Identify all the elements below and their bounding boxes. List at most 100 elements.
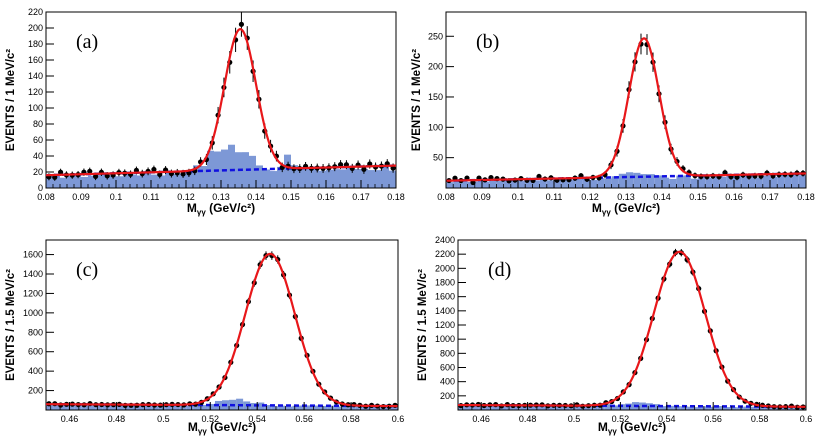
background-histogram-bin <box>320 405 328 410</box>
background-histogram-bin <box>151 174 158 188</box>
background-histogram-bin <box>626 172 634 188</box>
y-axis-label: EVENTS / 1.5 MeV/c² <box>5 269 17 381</box>
x-tick-label: 0.58 <box>342 414 360 424</box>
background-histogram-bin <box>144 404 152 410</box>
x-tick-label: 0.12 <box>177 192 195 202</box>
background-histogram-bin <box>729 407 737 410</box>
background-histogram-bin <box>67 404 75 410</box>
background-histogram-bin <box>719 176 727 188</box>
background-histogram-bin <box>242 152 249 188</box>
background-histogram-bin <box>284 154 291 188</box>
background-histogram-bin <box>506 405 514 410</box>
x-tick-label: 0.1 <box>110 192 123 202</box>
background-histogram-bin <box>548 405 556 410</box>
y-tick-label: 1600 <box>23 250 43 260</box>
background-histogram-bin <box>144 173 151 188</box>
y-tick-label: 220 <box>28 7 43 17</box>
background-histogram-bin <box>485 404 493 410</box>
background-histogram-bin <box>109 175 116 188</box>
background-histogram-bin <box>762 175 770 188</box>
background-histogram-bin <box>165 171 172 188</box>
background-histogram-bin <box>116 405 124 410</box>
background-histogram-bin <box>748 175 756 188</box>
background-histogram-bin <box>597 406 605 410</box>
background-histogram-bin <box>186 406 194 410</box>
background-histogram-bin <box>102 405 110 410</box>
background-histogram-bin <box>647 174 655 188</box>
background-histogram-bin <box>662 177 670 188</box>
background-histogram-bin <box>712 175 720 188</box>
x-tick-label: 0.56 <box>295 414 313 424</box>
background-histogram-bin <box>722 407 730 410</box>
background-histogram-bin <box>611 176 619 188</box>
background-histogram-bin <box>102 174 109 188</box>
background-histogram-bin <box>179 173 186 188</box>
background-histogram-bin <box>74 404 82 410</box>
y-tick-label: 60 <box>33 135 43 145</box>
background-histogram-bin <box>474 181 482 188</box>
x-tick-label: 0.46 <box>472 414 490 424</box>
y-tick-label: 600 <box>28 347 43 357</box>
background-histogram-bin <box>683 175 691 188</box>
background-histogram-bin <box>503 180 511 188</box>
background-histogram-bin <box>694 407 702 410</box>
y-tick-label: 80 <box>33 119 43 129</box>
background-histogram-bin <box>777 174 785 188</box>
y-tick-label: 800 <box>28 327 43 337</box>
background-histogram-bin <box>278 405 286 410</box>
panel-label: (a) <box>76 31 98 53</box>
background-histogram-bin <box>676 175 684 188</box>
y-tick-label: 200 <box>28 23 43 33</box>
background-histogram-bin <box>687 406 695 410</box>
background-histogram-bin <box>539 179 547 188</box>
background-histogram-bin <box>784 175 792 188</box>
background-histogram-bin <box>354 168 361 188</box>
panel-label: (c) <box>76 259 98 281</box>
background-histogram-bin <box>193 405 201 410</box>
background-histogram-bin <box>757 406 765 410</box>
background-histogram-bin <box>277 166 284 188</box>
background-histogram-bin <box>95 403 103 410</box>
background-histogram-bin <box>137 405 145 410</box>
data-point <box>92 173 99 180</box>
background-histogram-bin <box>791 174 799 188</box>
x-tick-label: 0.15 <box>282 192 300 202</box>
background-histogram-bin <box>355 406 363 410</box>
x-tick-label: 0.48 <box>108 414 126 424</box>
y-tick-label: 50 <box>433 153 443 163</box>
data-point <box>361 166 367 172</box>
y-tick-label: 1400 <box>23 269 43 279</box>
x-tick-label: 0.11 <box>546 192 563 202</box>
background-histogram-bin <box>299 405 307 410</box>
background-histogram-bin <box>604 404 612 410</box>
background-histogram-bin <box>618 173 626 188</box>
background-histogram-bin <box>158 175 165 188</box>
background-histogram-bin <box>60 404 68 410</box>
background-histogram-bin <box>382 166 389 188</box>
y-tick-label: 600 <box>440 363 455 373</box>
panel-0: 0.08 0.09 0.1 0.11 0.12 0.13 0.14 0.15 0.16 0.17 0… <box>5 7 405 217</box>
background-histogram-bin <box>46 174 53 188</box>
background-histogram-bin <box>460 180 468 188</box>
plot-frame <box>45 239 399 411</box>
background-histogram-bin <box>532 180 540 188</box>
total-fit-curve <box>445 37 807 182</box>
y-tick-label: 140 <box>28 71 43 81</box>
x-tick-label: 0.12 <box>581 192 599 202</box>
x-tick-label: 0.52 <box>612 414 630 424</box>
background-histogram-bin <box>207 150 214 188</box>
background-histogram-bin <box>690 178 698 188</box>
background-histogram-bin <box>341 406 349 410</box>
background-histogram-bin <box>726 173 734 188</box>
background-histogram-bin <box>708 406 716 410</box>
background-histogram-bin <box>534 405 542 410</box>
background-histogram-bin <box>361 168 368 188</box>
y-tick-label: 2400 <box>435 235 455 245</box>
x-tick-label: 0.5 <box>157 414 170 424</box>
background-histogram-bin <box>798 175 806 188</box>
y-tick-label: 40 <box>33 151 43 161</box>
background-histogram-bin <box>489 179 497 188</box>
y-tick-label: 200 <box>28 386 43 396</box>
background-histogram-bin <box>109 405 117 410</box>
background-histogram-bin <box>165 404 173 410</box>
